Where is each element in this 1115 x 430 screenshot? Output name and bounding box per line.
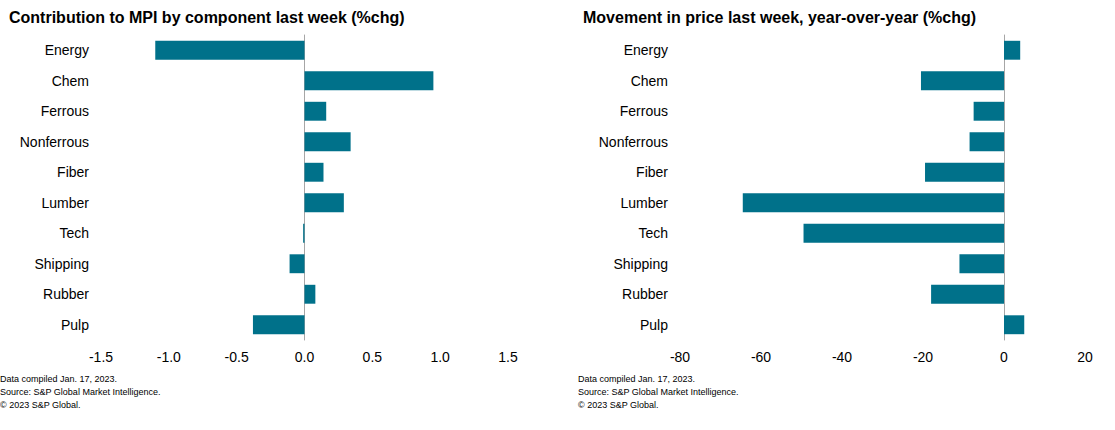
svg-text:Shipping: Shipping xyxy=(35,256,90,272)
svg-text:-80: -80 xyxy=(670,349,690,365)
svg-text:Chem: Chem xyxy=(631,73,668,89)
svg-text:Rubber: Rubber xyxy=(43,286,89,302)
svg-text:20: 20 xyxy=(1077,349,1093,365)
svg-text:Ferrous: Ferrous xyxy=(620,103,668,119)
svg-text:0.0: 0.0 xyxy=(295,349,315,365)
svg-text:-0.5: -0.5 xyxy=(225,349,249,365)
svg-text:Contribution to MPI by compone: Contribution to MPI by component last we… xyxy=(9,9,405,26)
svg-text:Chem: Chem xyxy=(52,73,89,89)
svg-text:Nonferrous: Nonferrous xyxy=(20,134,89,150)
svg-text:-1.5: -1.5 xyxy=(89,349,113,365)
svg-text:-60: -60 xyxy=(751,349,771,365)
svg-text:© 2023 S&P Global.: © 2023 S&P Global. xyxy=(0,400,81,410)
svg-text:Data compiled Jan. 17, 2023.: Data compiled Jan. 17, 2023. xyxy=(0,374,117,384)
svg-text:Pulp: Pulp xyxy=(640,317,668,333)
svg-text:Shipping: Shipping xyxy=(614,256,669,272)
svg-text:Data compiled Jan. 17, 2023.: Data compiled Jan. 17, 2023. xyxy=(578,374,695,384)
svg-text:-20: -20 xyxy=(913,349,933,365)
svg-text:Pulp: Pulp xyxy=(61,317,89,333)
svg-text:Tech: Tech xyxy=(59,225,89,241)
svg-text:Fiber: Fiber xyxy=(57,164,89,180)
svg-text:Nonferrous: Nonferrous xyxy=(599,134,668,150)
svg-text:Source: S&P Global Market Inte: Source: S&P Global Market Intelligence. xyxy=(578,387,738,397)
svg-text:0: 0 xyxy=(1000,349,1008,365)
svg-text:1.0: 1.0 xyxy=(430,349,450,365)
svg-text:Tech: Tech xyxy=(638,225,668,241)
svg-text:Lumber: Lumber xyxy=(621,195,669,211)
svg-text:Ferrous: Ferrous xyxy=(41,103,89,119)
svg-text:Energy: Energy xyxy=(45,42,89,58)
svg-text:-40: -40 xyxy=(832,349,852,365)
svg-text:Rubber: Rubber xyxy=(622,286,668,302)
svg-text:Fiber: Fiber xyxy=(636,164,668,180)
svg-text:Lumber: Lumber xyxy=(42,195,90,211)
svg-text:© 2023 S&P Global.: © 2023 S&P Global. xyxy=(578,400,659,410)
svg-text:Movement in price last week, y: Movement in price last week, year-over-y… xyxy=(583,9,976,26)
svg-text:1.5: 1.5 xyxy=(498,349,518,365)
svg-text:Source: S&P Global Market Inte: Source: S&P Global Market Intelligence. xyxy=(0,387,160,397)
svg-text:-1.0: -1.0 xyxy=(157,349,181,365)
svg-text:Energy: Energy xyxy=(624,42,668,58)
svg-text:0.5: 0.5 xyxy=(363,349,383,365)
